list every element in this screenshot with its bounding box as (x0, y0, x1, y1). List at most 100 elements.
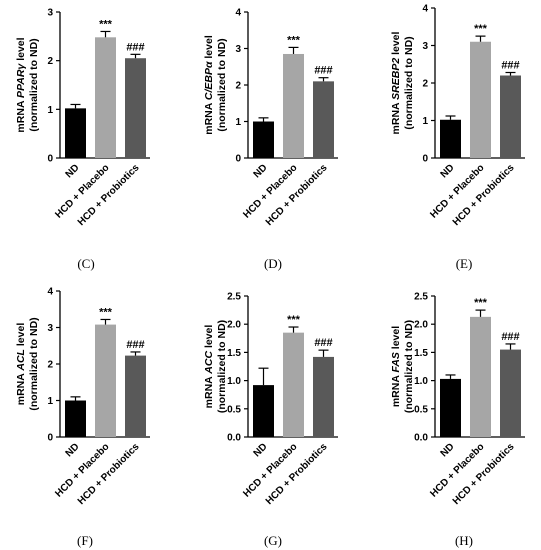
y-axis-label-line2: (normalized to ND) (403, 320, 415, 413)
y-tick-label: 3 (235, 44, 241, 55)
y-tick-label: 3 (47, 323, 53, 334)
category-label: HCD + Placebo (53, 162, 111, 220)
panel-label: (G) (264, 533, 282, 548)
category-label: HCD + Placebo (53, 441, 111, 499)
significance-label: ### (501, 60, 519, 72)
y-label-prefix: mRNA (203, 100, 215, 135)
panel-E: 0 1 2 3 4 mRNA SREBP2 level (normalized to ND)… (390, 4, 525, 271)
y-label-gene: ACL (15, 349, 27, 372)
significance-label: *** (287, 34, 301, 46)
panel-label: (E) (456, 256, 473, 271)
y-label-gene: SREBP2 (390, 58, 402, 100)
y-axis-label: mRNA PPARγ level (15, 37, 27, 132)
y-axis-label: mRNA FAS level (390, 326, 402, 407)
y-tick-label: 2.0 (414, 320, 428, 331)
panel-label: (H) (455, 533, 473, 548)
bar-1 (440, 119, 461, 158)
y-label-suffix: level (390, 326, 402, 352)
y-tick-label: 4 (235, 8, 241, 19)
bar-2 (283, 53, 304, 158)
bar-1 (440, 378, 461, 437)
significance-label: ### (501, 331, 519, 343)
y-tick-label: 1.0 (414, 376, 428, 387)
y-tick-label: 0.0 (414, 433, 428, 444)
y-tick-label: 2 (235, 81, 241, 92)
y-label-gene: C/EBPα (203, 61, 215, 100)
y-label-prefix: mRNA (390, 373, 402, 408)
y-label-prefix: mRNA (15, 98, 27, 133)
significance-label: *** (99, 18, 113, 30)
panel-F: 0 1 2 3 4 mRNA ACL level (normalized to ND) ND *… (15, 287, 150, 548)
y-tick-label: 1.5 (414, 348, 428, 359)
bar-2 (95, 324, 116, 437)
y-tick-label: 0 (235, 154, 241, 165)
y-label-prefix: mRNA (15, 371, 27, 406)
bar-2 (283, 332, 304, 437)
y-tick-label: 2.0 (227, 320, 241, 331)
y-tick-label: 1 (422, 116, 428, 127)
y-label-suffix: level (203, 325, 215, 351)
y-tick-label: 1.5 (227, 348, 241, 359)
bar-2 (95, 37, 116, 158)
category-label: ND (439, 162, 457, 180)
y-tick-label: 2 (47, 360, 53, 371)
panel-label: (C) (77, 256, 94, 271)
panel-C: 0 1 2 3 mRNA PPARγ level (normalized to ND) ND… (15, 8, 150, 271)
significance-label: ### (126, 339, 144, 351)
panel-G: 0.0 0.5 1.0 1.5 2.0 2.5 mRNA ACC level (normali… (203, 292, 338, 548)
panel-D: 0 1 2 3 4 mRNA C/EBPα level (normalized to ND)… (203, 8, 338, 271)
bar-3 (500, 75, 521, 158)
panel-label: (D) (264, 256, 282, 271)
bar-1 (65, 400, 86, 437)
y-tick-label: 1 (47, 105, 53, 116)
y-tick-label: 2.5 (227, 292, 241, 303)
y-tick-label: 0 (422, 154, 428, 165)
y-label-gene: ACC (203, 351, 215, 375)
y-tick-label: 0.5 (414, 404, 428, 415)
bar-1 (253, 121, 274, 158)
category-label: ND (252, 162, 270, 180)
y-tick-label: 0 (47, 154, 53, 165)
y-axis-label-line2: (normalized to ND) (216, 38, 228, 131)
y-tick-label: 4 (422, 4, 428, 15)
category-label: HCD + Placebo (428, 162, 486, 220)
y-label-suffix: level (390, 31, 402, 57)
y-label-gene: FAS (390, 352, 402, 372)
y-axis-label: mRNA ACL level (15, 323, 27, 406)
panel-H: 0.0 0.5 1.0 1.5 2.0 2.5 mRNA FAS level (normali… (390, 292, 525, 548)
bar-3 (313, 81, 334, 158)
significance-label: *** (287, 314, 301, 326)
bar-1 (65, 108, 86, 158)
y-tick-label: 1.0 (227, 376, 241, 387)
category-label: ND (64, 441, 82, 459)
significance-label: *** (99, 306, 113, 318)
category-label: HCD + Placebo (428, 441, 486, 499)
y-tick-label: 2 (47, 56, 53, 67)
category-label: HCD + Placebo (241, 162, 299, 220)
y-tick-label: 4 (47, 287, 53, 298)
y-axis-label-line2: (normalized to ND) (403, 36, 415, 129)
bar-3 (125, 58, 146, 158)
y-tick-label: 3 (422, 41, 428, 52)
y-axis-label-line2: (normalized to ND) (28, 38, 40, 131)
significance-label: ### (126, 41, 144, 53)
y-label-suffix: level (203, 35, 215, 61)
y-tick-label: 0 (47, 433, 53, 444)
significance-label: *** (474, 23, 488, 35)
category-label: ND (252, 441, 270, 459)
bar-3 (313, 356, 334, 437)
bar-1 (253, 385, 274, 437)
y-tick-label: 1 (47, 396, 53, 407)
y-axis-label-line2: (normalized to ND) (216, 320, 228, 413)
bar-3 (125, 355, 146, 437)
bar-3 (500, 349, 521, 437)
y-tick-label: 1 (235, 117, 241, 128)
y-label-prefix: mRNA (203, 374, 215, 409)
y-label-gene: PPARγ (15, 63, 27, 98)
y-axis-label: mRNA SREBP2 level (390, 31, 402, 134)
significance-label: *** (474, 297, 488, 309)
bar-2 (470, 316, 491, 437)
y-axis-label: mRNA C/EBPα level (203, 35, 215, 135)
y-tick-label: 2.5 (414, 292, 428, 303)
